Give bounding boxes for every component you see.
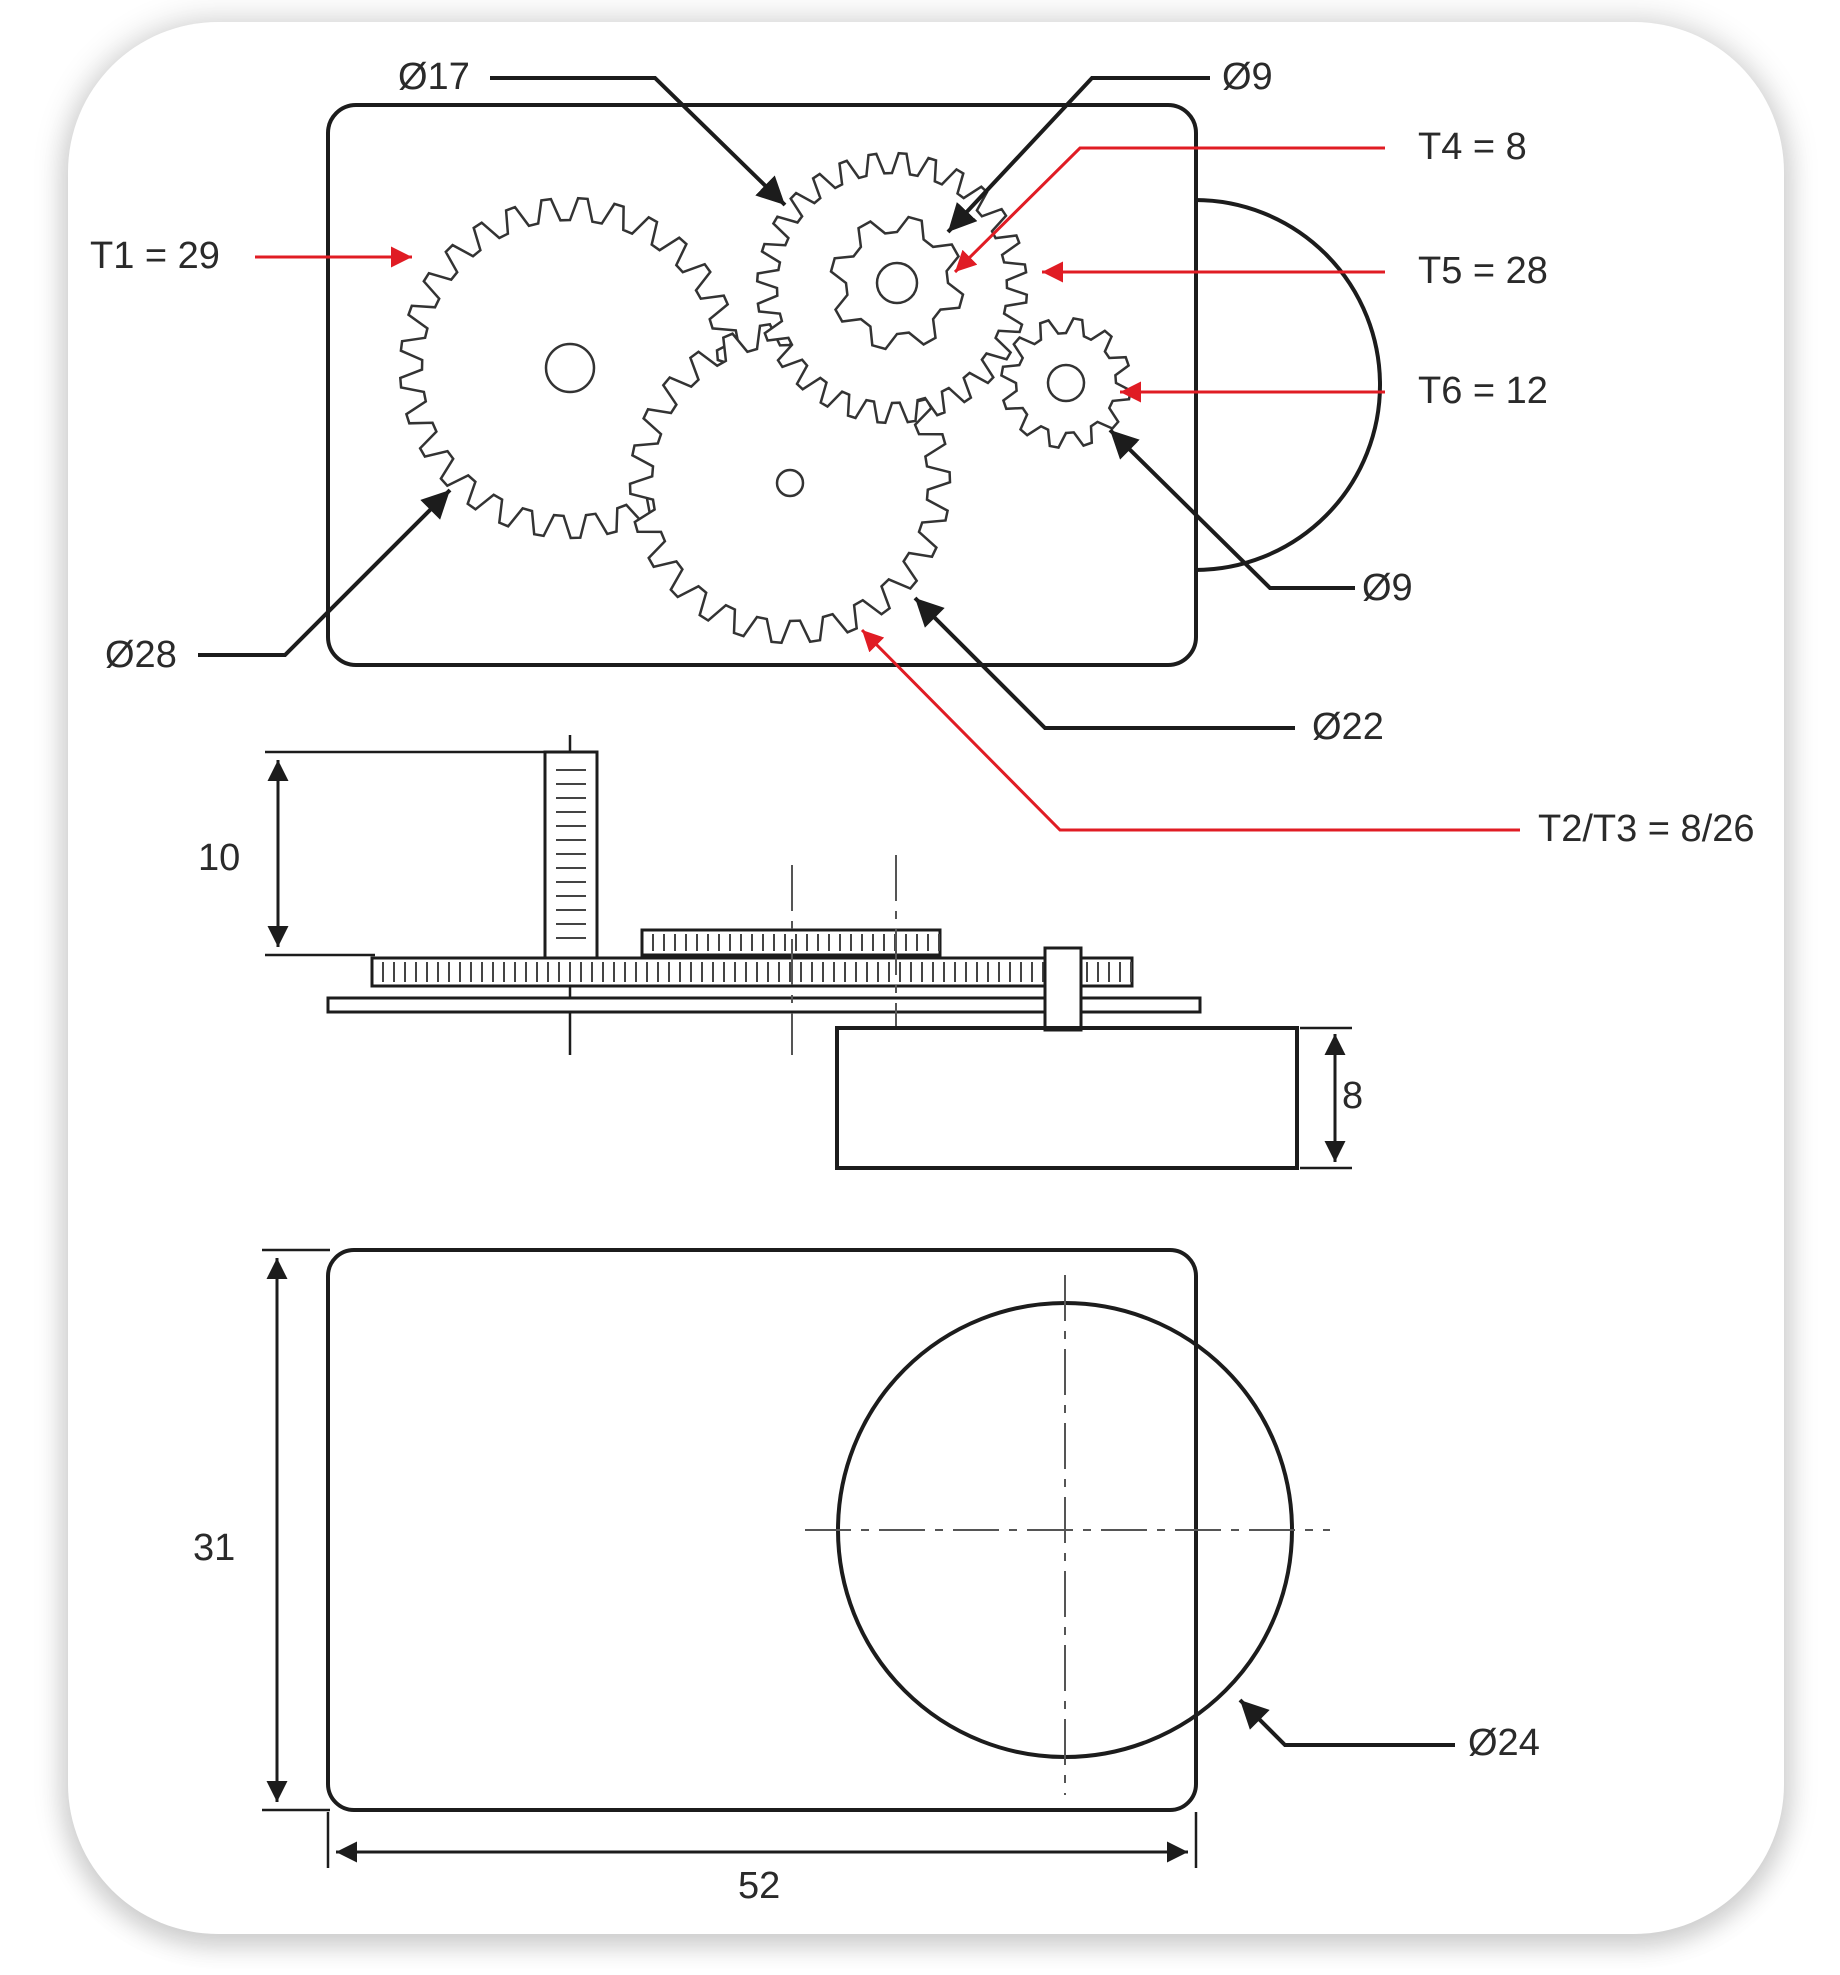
gear-t6-hub [1046,363,1086,403]
label-t6: T6 = 12 [1418,370,1548,412]
motor-outline-top [1194,198,1382,572]
leader-d9-top [946,76,1210,234]
gear-t3-hub [775,468,805,498]
gear-t4-hub [875,261,919,305]
bottom-view [262,1248,1455,1868]
leader-d17 [490,76,787,207]
label-d22: Ø22 [1312,706,1384,748]
leader-t4 [953,146,1385,274]
leader-d9-right [1108,428,1355,590]
label-d28: Ø28 [105,634,177,676]
label-d17: Ø17 [398,56,470,98]
label-t2-t3: T2/T3 = 8/26 [1538,808,1755,850]
label-t4: T4 = 8 [1418,126,1527,168]
leader-d28 [198,488,452,657]
housing-top [326,103,1198,667]
gear-t1-hub [544,342,596,394]
motor-body-side [835,1026,1299,1170]
label-t5: T5 = 28 [1418,250,1548,292]
leader-t2-t3 [860,628,1520,832]
gear-train [398,151,1132,645]
side-view [265,735,1352,1170]
top-view [326,103,1382,667]
leaders-black [198,76,1355,730]
base-plate [326,996,1202,1014]
label-dim8: 8 [1342,1075,1363,1117]
label-t1: T1 = 29 [90,235,220,277]
motor-shaft-boss [1043,946,1083,1032]
label-dim52: 52 [738,1865,780,1907]
shaft-hatching [556,769,586,939]
label-dim31: 31 [193,1527,235,1569]
label-d24: Ø24 [1468,1722,1540,1764]
leaders-red [255,146,1520,832]
label-d9-right: Ø9 [1362,567,1413,609]
leader-d22 [913,596,1295,730]
labels: Ø17 Ø9 T4 = 8 T1 = 29 T5 = 28 T6 = 12 Ø9… [90,56,1755,1907]
label-d9-top: Ø9 [1222,56,1273,98]
main-gear-layer [370,956,1134,988]
label-dim10: 10 [198,837,240,879]
leader-d24 [1238,1698,1455,1747]
